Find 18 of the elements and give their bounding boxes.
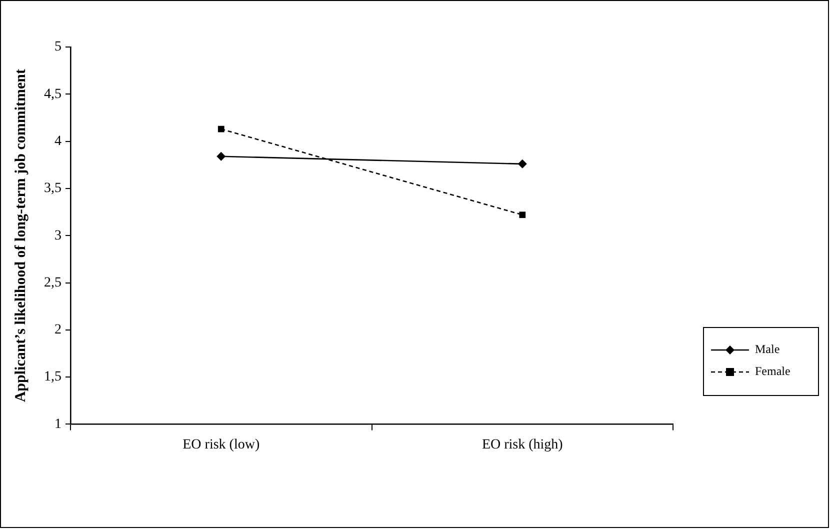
y-tick-label: 2,5 xyxy=(44,275,62,290)
y-tick-label: 4 xyxy=(54,134,62,149)
y-tick-label: 1,5 xyxy=(44,370,62,385)
legend-label: Female xyxy=(755,364,790,378)
point xyxy=(216,152,226,161)
y-tick-label: 5 xyxy=(54,40,62,55)
point xyxy=(218,126,224,132)
legend-label: Male xyxy=(755,342,780,356)
y-axis-title: Applicant’s likelihood of long-term job commitment xyxy=(12,69,29,402)
y-tick-label: 2 xyxy=(54,322,62,338)
point xyxy=(518,159,527,168)
y-tick-label: 3,5 xyxy=(44,181,62,196)
x-tick-label: EO risk (low) xyxy=(182,437,260,452)
y-tick-label: 3 xyxy=(54,228,62,244)
y-tick-label: 1 xyxy=(54,416,62,432)
point xyxy=(519,212,526,218)
x-tick-label: EO risk (high) xyxy=(482,437,564,452)
y-tick-label: 4,5 xyxy=(44,86,62,102)
